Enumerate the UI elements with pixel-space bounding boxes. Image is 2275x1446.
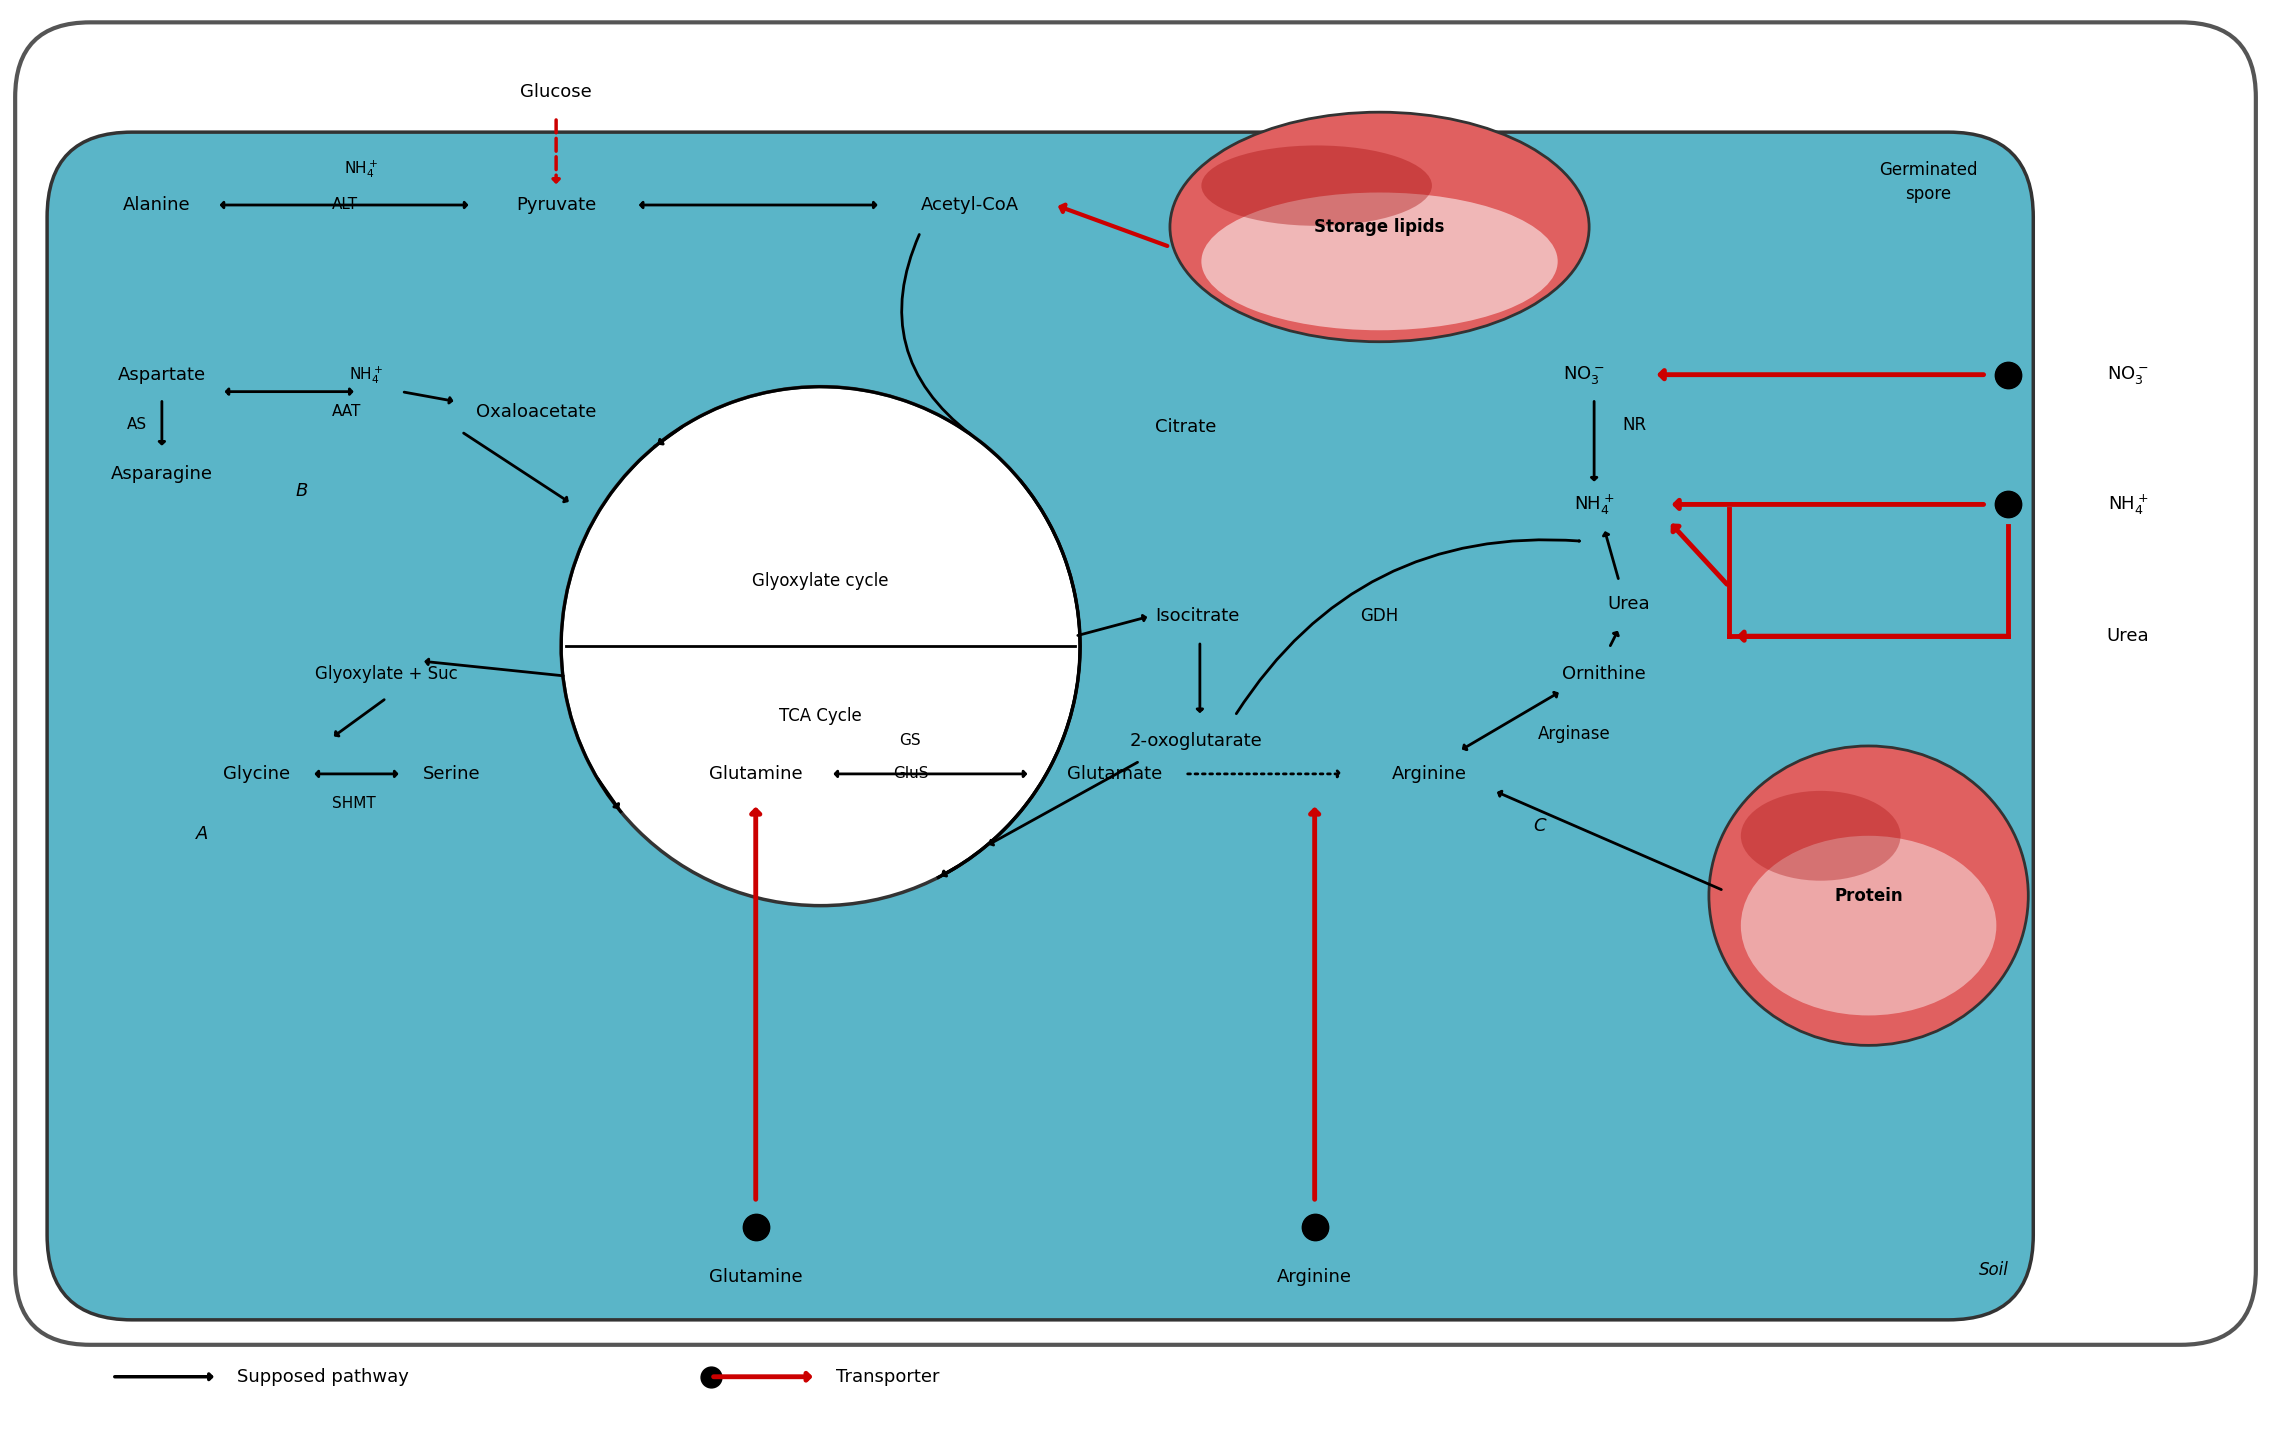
Text: Alanine: Alanine <box>123 197 191 214</box>
Ellipse shape <box>1709 746 2029 1045</box>
Text: Asparagine: Asparagine <box>111 466 214 483</box>
Text: Pyruvate: Pyruvate <box>516 197 596 214</box>
Text: GluS: GluS <box>892 766 928 781</box>
Text: Isocitrate: Isocitrate <box>1156 607 1240 625</box>
Text: Urea: Urea <box>2107 628 2150 645</box>
Text: GDH: GDH <box>1360 607 1399 625</box>
Ellipse shape <box>1201 192 1558 330</box>
Text: Oxaloacetate: Oxaloacetate <box>475 402 596 421</box>
Text: Glutamine: Glutamine <box>710 765 803 782</box>
Text: NH$_4^+$: NH$_4^+$ <box>350 364 384 386</box>
Text: Arginine: Arginine <box>1392 765 1467 782</box>
FancyArrowPatch shape <box>1235 539 1579 714</box>
Text: Urea: Urea <box>1608 596 1649 613</box>
Text: Glycine: Glycine <box>223 765 291 782</box>
Text: GS: GS <box>899 733 921 749</box>
Text: Citrate: Citrate <box>1156 418 1217 435</box>
Text: C: C <box>1533 817 1545 834</box>
Text: Ornithine: Ornithine <box>1563 665 1647 683</box>
Text: NH$_4^+$: NH$_4^+$ <box>344 158 378 179</box>
Circle shape <box>562 386 1081 905</box>
Text: Supposed pathway: Supposed pathway <box>237 1368 410 1385</box>
Text: AAT: AAT <box>332 403 362 419</box>
Text: Serine: Serine <box>423 765 480 782</box>
Text: Germinated
spore: Germinated spore <box>1879 162 1977 202</box>
Text: NR: NR <box>1622 415 1647 434</box>
FancyBboxPatch shape <box>16 22 2257 1345</box>
Text: Protein: Protein <box>1834 886 1902 905</box>
Text: NO$_3^-$: NO$_3^-$ <box>1563 364 1604 386</box>
Text: A: A <box>196 824 207 843</box>
Text: Glyoxylate + Suc: Glyoxylate + Suc <box>314 665 457 683</box>
Text: Glutamate: Glutamate <box>1067 765 1163 782</box>
FancyBboxPatch shape <box>48 132 2034 1320</box>
Text: TCA Cycle: TCA Cycle <box>780 707 862 724</box>
Text: Transporter: Transporter <box>835 1368 940 1385</box>
FancyArrowPatch shape <box>901 234 971 435</box>
Text: AS: AS <box>127 416 148 432</box>
Text: B: B <box>296 483 307 500</box>
Text: SHMT: SHMT <box>332 797 375 811</box>
Text: 2-oxoglutarate: 2-oxoglutarate <box>1131 732 1263 750</box>
Text: Aspartate: Aspartate <box>118 366 207 383</box>
Ellipse shape <box>1740 836 1997 1015</box>
Text: Storage lipids: Storage lipids <box>1315 218 1445 236</box>
Text: NH$_4^+$: NH$_4^+$ <box>2109 492 2148 516</box>
Text: Arginine: Arginine <box>1276 1268 1351 1285</box>
Text: ALT: ALT <box>332 198 357 213</box>
Ellipse shape <box>1169 113 1590 341</box>
Text: Soil: Soil <box>1979 1261 2009 1278</box>
Text: NO$_3^-$: NO$_3^-$ <box>2107 364 2150 386</box>
Text: Glucose: Glucose <box>521 84 592 101</box>
Text: Arginase: Arginase <box>1538 724 1611 743</box>
Text: Glutamine: Glutamine <box>710 1268 803 1285</box>
Text: Glyoxylate cycle: Glyoxylate cycle <box>753 573 890 590</box>
Text: NH$_4^+$: NH$_4^+$ <box>1574 492 1615 516</box>
Ellipse shape <box>1201 146 1431 226</box>
Text: Acetyl-CoA: Acetyl-CoA <box>921 197 1019 214</box>
Ellipse shape <box>1740 791 1900 881</box>
